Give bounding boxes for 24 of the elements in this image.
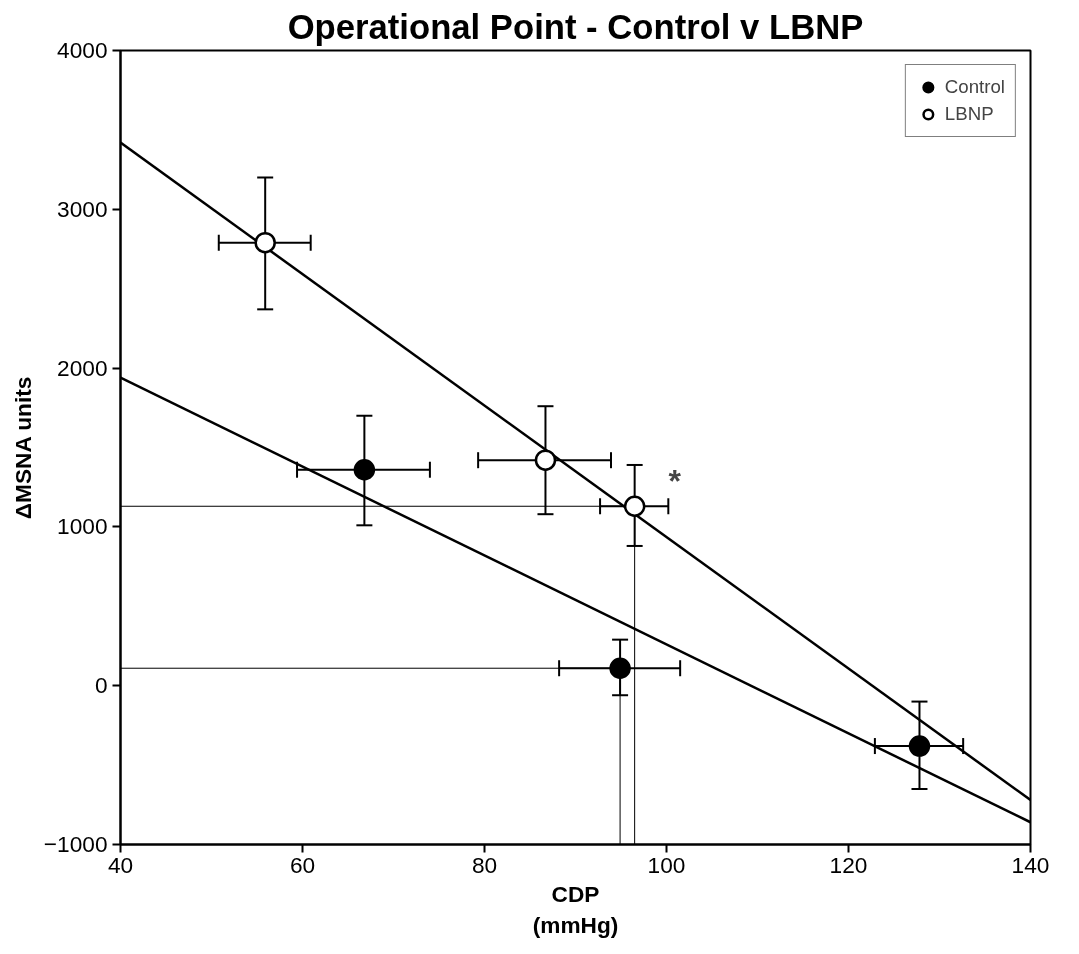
x-tick-label: 100 xyxy=(647,851,686,878)
y-axis-title: ΔMSNA units xyxy=(9,376,36,520)
annotation: * xyxy=(668,463,682,500)
y-tick-label: 0 xyxy=(94,672,108,699)
y-tick-label: −1000 xyxy=(43,831,108,857)
y-tick-label: 4000 xyxy=(57,37,108,63)
x-tick-label: 120 xyxy=(829,851,868,878)
point xyxy=(353,459,376,481)
x-tick-label: 80 xyxy=(471,851,498,878)
point xyxy=(623,495,646,517)
point xyxy=(908,735,931,757)
point xyxy=(534,449,557,471)
chart-title: Operational Point - Control v LBNP xyxy=(287,7,864,46)
y-tick-label: 1000 xyxy=(57,513,108,540)
point xyxy=(609,657,631,679)
point xyxy=(254,231,276,254)
legend-label: LBNP xyxy=(944,103,994,125)
x-tick-label: 140 xyxy=(1011,851,1050,878)
x-axis-title: CDP (mmHg) xyxy=(532,880,619,938)
legend-label: Control xyxy=(944,76,1005,98)
y-tick-label: 3000 xyxy=(57,195,108,222)
x-tick-label: 60 xyxy=(289,851,316,878)
y-tick-label: 2000 xyxy=(57,354,108,381)
x-tick-label: 40 xyxy=(107,851,134,878)
